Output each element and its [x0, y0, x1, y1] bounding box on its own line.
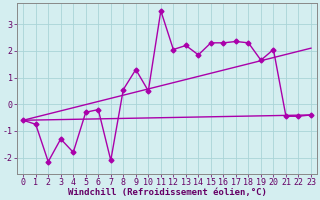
X-axis label: Windchill (Refroidissement éolien,°C): Windchill (Refroidissement éolien,°C)	[68, 188, 267, 197]
